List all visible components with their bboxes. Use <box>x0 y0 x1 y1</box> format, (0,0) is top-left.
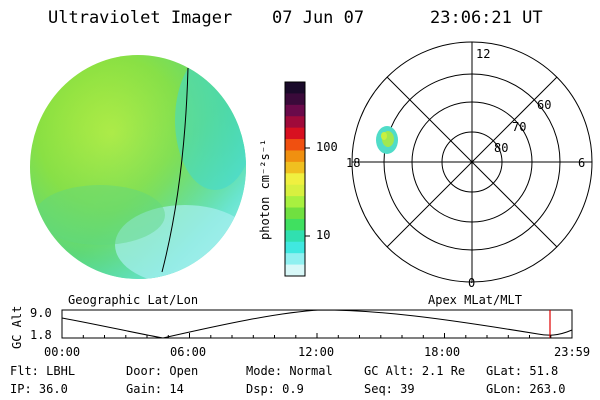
info-door: Door: Open <box>126 364 199 378</box>
colorbar-band <box>285 127 305 140</box>
info-ip: IP: 36.0 <box>10 382 68 396</box>
altitude-ytick-high: 9.0 <box>30 306 52 320</box>
time-readout: 23:06:21 UT <box>430 8 543 28</box>
colorbar-band <box>285 150 305 163</box>
colorbar <box>284 81 310 277</box>
colorbar-band <box>285 82 305 94</box>
altitude-ytick-low: 1.8 <box>30 328 52 342</box>
altitude-plot <box>61 309 573 339</box>
info-mode: Mode: Normal <box>246 364 333 378</box>
mlt-label-12: 12 <box>476 47 491 61</box>
info-seq: Seq: 39 <box>364 382 415 396</box>
colorbar-unit-label: photon cm⁻²s⁻¹ <box>258 138 272 240</box>
mlt-label-0: 0 <box>468 276 476 290</box>
colorbar-tick-10: 10 <box>316 228 331 242</box>
altitude-xtick-0600: 06:00 <box>170 345 207 359</box>
colorbar-band <box>285 161 305 174</box>
colorbar-band <box>285 230 305 243</box>
altitude-xtick-1800: 18:00 <box>424 345 461 359</box>
altitude-ylabel: GC Alt <box>10 305 24 349</box>
colorbar-frame <box>284 81 306 277</box>
geographic-disk <box>30 55 246 279</box>
info-glat: GLat: 51.8 <box>486 364 559 378</box>
colorbar-tick-100: 100 <box>316 140 338 154</box>
mlat-label-80: 80 <box>494 141 509 155</box>
colorbar-band <box>285 207 305 220</box>
colorbar-band <box>285 253 305 266</box>
polar-plot <box>351 41 593 283</box>
info-gain: Gain: 14 <box>126 382 184 396</box>
altitude-ticks <box>61 333 573 338</box>
auroral-spot <box>376 126 398 154</box>
colorbar-band <box>285 173 305 186</box>
mlt-label-18: 18 <box>346 156 361 170</box>
colorbar-band <box>285 196 305 209</box>
altitude-curve <box>61 309 573 339</box>
mlat-label-60: 60 <box>537 98 552 112</box>
imager-title: Ultraviolet Imager <box>48 8 233 28</box>
geographic-label: Geographic Lat/Lon <box>68 293 199 307</box>
info-dsp: Dsp: 0.9 <box>246 382 304 396</box>
colorbar-band <box>285 93 305 106</box>
altitude-xtick-0000: 00:00 <box>44 345 81 359</box>
colorbar-band <box>285 241 305 254</box>
apex-label: Apex MLat/MLT <box>428 293 522 307</box>
colorbar-band <box>285 264 305 277</box>
mlt-label-6: 6 <box>578 156 586 170</box>
colorbar-band <box>285 116 305 129</box>
colorbar-band <box>285 184 305 197</box>
info-gc-alt: GC Alt: 2.1 Re <box>364 364 466 378</box>
terminator-line <box>161 67 189 273</box>
altitude-xtick-1200: 12:00 <box>298 345 335 359</box>
date-readout: 07 Jun 07 <box>272 8 365 28</box>
mlat-label-70: 70 <box>512 120 527 134</box>
info-glon: GLon: 263.0 <box>486 382 566 396</box>
altitude-xtick-2359: 23:59 <box>554 345 591 359</box>
colorbar-band <box>285 139 305 151</box>
colorbar-band <box>285 104 305 117</box>
info-flt: Flt: LBHL <box>10 364 76 378</box>
colorbar-band <box>285 218 305 231</box>
